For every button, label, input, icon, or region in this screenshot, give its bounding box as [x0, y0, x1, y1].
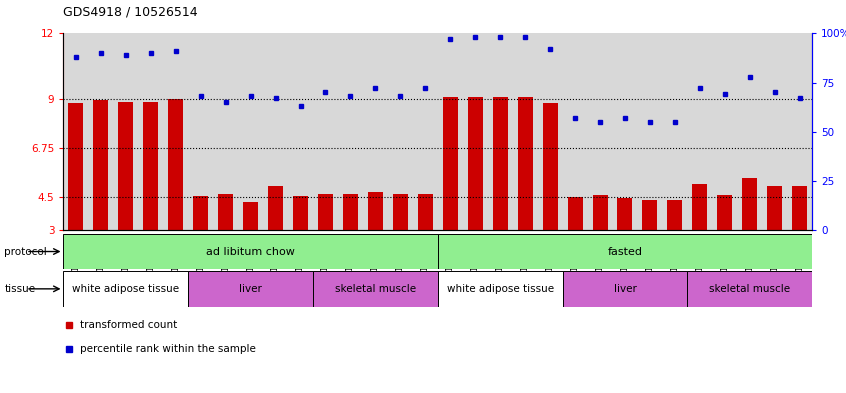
Bar [787, 33, 812, 230]
Bar [293, 196, 308, 230]
Bar [437, 271, 563, 307]
Bar [343, 194, 358, 230]
Bar [592, 195, 607, 230]
Bar [143, 102, 158, 230]
Bar [93, 100, 108, 230]
Text: liver: liver [613, 284, 636, 294]
Bar [418, 194, 433, 230]
Bar [218, 194, 233, 230]
Bar [437, 33, 463, 230]
Bar [63, 33, 88, 230]
Bar [618, 198, 633, 230]
Bar [368, 192, 383, 230]
Text: protocol: protocol [4, 246, 47, 257]
Bar [413, 33, 437, 230]
Bar [437, 234, 812, 269]
Bar [742, 178, 757, 230]
Text: white adipose tissue: white adipose tissue [72, 284, 179, 294]
Bar [542, 103, 558, 230]
Bar [288, 33, 313, 230]
Bar [792, 186, 807, 230]
Bar [537, 33, 563, 230]
Bar [712, 33, 737, 230]
Bar [468, 97, 483, 230]
Text: transformed count: transformed count [80, 320, 178, 330]
Text: skeletal muscle: skeletal muscle [335, 284, 416, 294]
Bar [63, 271, 188, 307]
Bar [513, 33, 537, 230]
Text: GDS4918 / 10526514: GDS4918 / 10526514 [63, 6, 198, 19]
Bar [118, 102, 134, 230]
Text: percentile rank within the sample: percentile rank within the sample [80, 344, 256, 354]
Bar [193, 196, 208, 230]
Bar [767, 186, 783, 230]
Bar [363, 33, 387, 230]
Bar [487, 33, 513, 230]
Text: tissue: tissue [4, 284, 36, 294]
Bar [318, 194, 333, 230]
Bar [213, 33, 238, 230]
Bar [268, 186, 283, 230]
Text: white adipose tissue: white adipose tissue [447, 284, 554, 294]
Bar [393, 194, 408, 230]
Bar [587, 33, 613, 230]
Bar [243, 202, 258, 230]
Bar [568, 197, 583, 230]
Bar [442, 97, 458, 230]
Bar [163, 33, 188, 230]
Bar [563, 271, 687, 307]
Bar [762, 33, 787, 230]
Bar [113, 33, 138, 230]
Bar [492, 97, 508, 230]
Bar [88, 33, 113, 230]
Text: ad libitum chow: ad libitum chow [206, 246, 295, 257]
Bar [563, 33, 587, 230]
Bar [387, 33, 413, 230]
Bar [138, 33, 163, 230]
Bar [737, 33, 762, 230]
Bar [63, 234, 437, 269]
Text: liver: liver [239, 284, 262, 294]
Bar [313, 271, 437, 307]
Text: fasted: fasted [607, 246, 642, 257]
Bar [263, 33, 288, 230]
Bar [687, 271, 812, 307]
Bar [667, 200, 683, 230]
Bar [613, 33, 637, 230]
Bar [717, 195, 733, 230]
Bar [642, 200, 657, 230]
Text: skeletal muscle: skeletal muscle [709, 284, 790, 294]
Bar [518, 97, 533, 230]
Bar [637, 33, 662, 230]
Bar [692, 184, 707, 230]
Bar [238, 33, 263, 230]
Bar [338, 33, 363, 230]
Bar [188, 271, 313, 307]
Bar [313, 33, 338, 230]
Bar [168, 99, 184, 230]
Bar [463, 33, 487, 230]
Bar [188, 33, 213, 230]
Bar [687, 33, 712, 230]
Bar [662, 33, 687, 230]
Bar [69, 103, 84, 230]
